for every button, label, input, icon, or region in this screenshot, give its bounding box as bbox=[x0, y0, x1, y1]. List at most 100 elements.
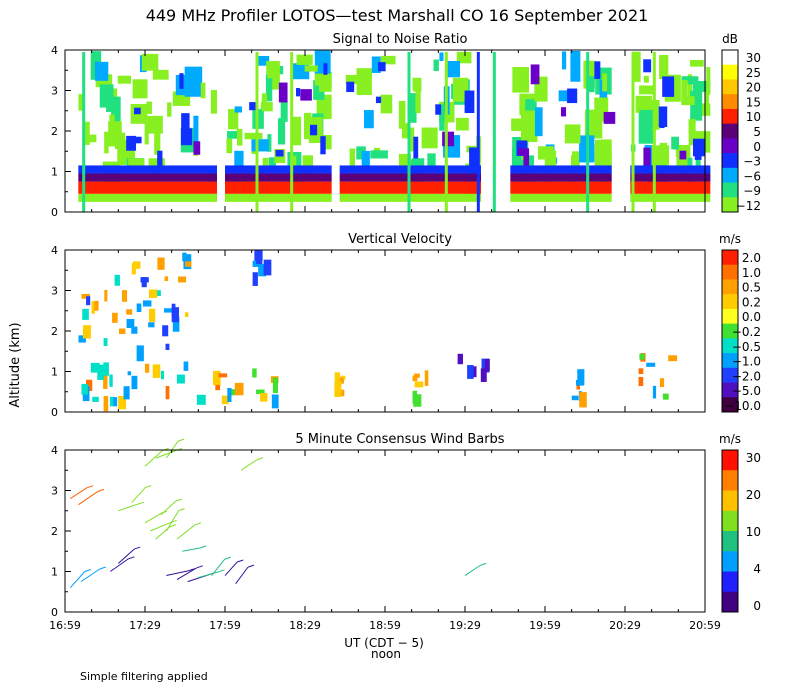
colorbar-label: −0.5 bbox=[732, 340, 761, 354]
vv-cell bbox=[104, 289, 108, 302]
snr-cell bbox=[175, 74, 193, 96]
snr-cell bbox=[268, 157, 276, 167]
colorbar-label: 10 bbox=[746, 525, 761, 539]
colorbar-swatch bbox=[722, 510, 738, 532]
vv-cell bbox=[260, 393, 268, 402]
colorbar-label: 30 bbox=[746, 51, 761, 65]
vv-cell bbox=[334, 381, 342, 398]
colorbar-label: −12 bbox=[736, 199, 761, 213]
colorbar-swatch bbox=[722, 153, 738, 169]
snr-cell bbox=[117, 75, 131, 84]
snr-streak bbox=[444, 52, 448, 212]
snr-layer bbox=[630, 173, 711, 182]
snr-layer bbox=[225, 165, 332, 174]
snr-streak bbox=[255, 52, 259, 212]
colorbar-swatch bbox=[722, 551, 738, 572]
colorbar-label: 0.0 bbox=[742, 310, 761, 324]
y-tick-label: 3 bbox=[51, 485, 58, 498]
snr-cell bbox=[570, 50, 581, 82]
snr-cell bbox=[662, 76, 675, 97]
vv-cell bbox=[112, 312, 118, 323]
snr-cell bbox=[635, 95, 652, 113]
vv-cell bbox=[123, 386, 130, 400]
snr-cell bbox=[364, 110, 374, 129]
snr-cell bbox=[603, 111, 616, 124]
colorbar-label: −2.0 bbox=[732, 369, 761, 383]
snr-cell bbox=[643, 75, 649, 83]
figure-title: 449 MHz Profiler LOTOS—test Marshall CO … bbox=[146, 6, 649, 25]
colorbar-label: 0 bbox=[753, 599, 761, 613]
panel-content bbox=[78, 50, 711, 212]
vv-cell bbox=[638, 376, 644, 387]
snr-cell bbox=[128, 158, 145, 167]
snr-cell bbox=[512, 67, 530, 93]
snr-cell bbox=[234, 106, 242, 113]
snr-cell bbox=[464, 90, 475, 114]
snr-cell bbox=[193, 115, 199, 148]
wind-barb bbox=[118, 503, 138, 512]
x-axis-label: UT (CDT − 5) bbox=[344, 636, 424, 650]
vv-cell bbox=[148, 322, 155, 328]
wind-barb-flag bbox=[178, 508, 185, 512]
vv-cell bbox=[271, 394, 279, 409]
snr-cell bbox=[380, 55, 396, 65]
colorbar-label: −10.0 bbox=[724, 399, 761, 413]
snr-cell bbox=[659, 54, 669, 80]
colorbar-swatch bbox=[722, 79, 738, 95]
vv-cell bbox=[136, 345, 144, 362]
vv-cell bbox=[668, 355, 678, 362]
vv-cell bbox=[78, 335, 86, 343]
vv-cell bbox=[114, 274, 120, 286]
colorbar-swatch bbox=[722, 250, 738, 266]
snr-cell bbox=[530, 64, 540, 85]
vv-cell bbox=[178, 276, 187, 283]
vv-cell bbox=[252, 368, 257, 378]
wind-barb bbox=[165, 510, 180, 532]
colorbar-swatch bbox=[722, 338, 738, 354]
vv-cell bbox=[141, 277, 147, 288]
snr-cell bbox=[132, 79, 148, 99]
snr-cell bbox=[114, 139, 130, 150]
colorbar-swatch bbox=[722, 323, 738, 339]
snr-cell bbox=[134, 107, 141, 115]
colorbar-swatch bbox=[722, 470, 738, 491]
snr-streak bbox=[82, 52, 86, 212]
colorbar-label: −5.0 bbox=[732, 384, 761, 398]
footnote: Simple filtering applied bbox=[80, 670, 208, 683]
vv-cell bbox=[131, 263, 136, 275]
snr-cell bbox=[594, 61, 601, 80]
snr-cell bbox=[408, 127, 415, 152]
snr-cell bbox=[200, 82, 206, 99]
vv-cell bbox=[160, 370, 165, 380]
panel-content bbox=[78, 250, 678, 412]
snr-cell bbox=[278, 82, 288, 103]
snr-streak bbox=[492, 52, 496, 212]
wind-barb-flag bbox=[479, 562, 487, 566]
vv-cell bbox=[82, 325, 91, 339]
vv-cell bbox=[662, 393, 669, 400]
wind-barb-flag bbox=[97, 488, 105, 492]
wind-barb-flag bbox=[145, 485, 152, 489]
snr-cell bbox=[180, 128, 193, 146]
snr-cell bbox=[126, 135, 137, 151]
snr-cell bbox=[671, 136, 680, 150]
snr-cell bbox=[267, 134, 272, 152]
snr-cell bbox=[296, 88, 301, 97]
wind-barb-flag bbox=[175, 498, 182, 502]
snr-cell bbox=[262, 157, 269, 168]
snr-cell bbox=[349, 148, 355, 170]
colorbar-swatch bbox=[722, 279, 738, 295]
snr-cell bbox=[314, 50, 331, 77]
vv-cell bbox=[412, 390, 418, 404]
vv-cell bbox=[132, 261, 141, 269]
colorbar-label: 0 bbox=[753, 140, 761, 154]
snr-cell bbox=[412, 77, 422, 92]
snr-layer bbox=[225, 181, 332, 194]
vv-cell bbox=[81, 383, 88, 395]
vv-cell bbox=[103, 362, 109, 376]
wind-barb-flag bbox=[237, 559, 244, 563]
snr-cell bbox=[700, 131, 706, 139]
snr-cell bbox=[275, 149, 284, 157]
vv-cell bbox=[126, 309, 133, 315]
wind-barb bbox=[78, 490, 99, 506]
